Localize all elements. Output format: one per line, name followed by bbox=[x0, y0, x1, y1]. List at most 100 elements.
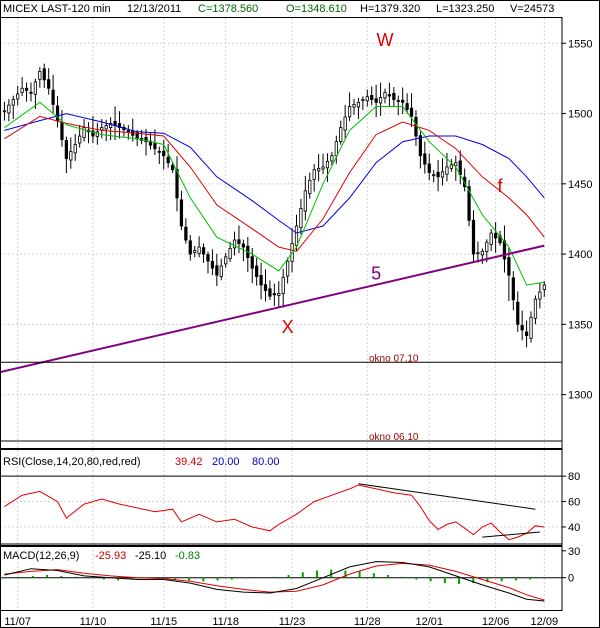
candle-body bbox=[440, 171, 445, 178]
candle-body bbox=[423, 153, 427, 165]
rsi-trendline bbox=[358, 483, 536, 510]
header-high: H=1379.320 bbox=[360, 3, 420, 15]
candle-body bbox=[170, 164, 175, 171]
candle-body bbox=[224, 256, 228, 265]
candle-body bbox=[405, 103, 409, 110]
candle-body bbox=[69, 151, 73, 161]
candle-body bbox=[232, 239, 237, 249]
candle-body bbox=[117, 123, 122, 129]
grid-layer bbox=[0, 18, 562, 610]
candle-body bbox=[303, 190, 307, 212]
candle-body bbox=[215, 265, 219, 276]
candle-body bbox=[210, 260, 215, 269]
candle-body bbox=[370, 94, 374, 100]
candle-body bbox=[175, 169, 179, 199]
macd-tick-label: 0 bbox=[568, 573, 574, 585]
candle-body bbox=[33, 81, 38, 95]
x-tick-label: 11/10 bbox=[80, 616, 107, 628]
candle-body bbox=[494, 232, 498, 239]
macd-panel bbox=[0, 561, 562, 602]
candle-body bbox=[480, 250, 484, 256]
candle-body bbox=[361, 99, 365, 101]
wave-trendline bbox=[0, 244, 545, 374]
candle-body bbox=[201, 247, 206, 255]
candle-body bbox=[286, 260, 290, 277]
header-date: 12/13/2011 bbox=[127, 3, 181, 15]
rsi-tick-label: 60 bbox=[568, 497, 580, 509]
candle-body bbox=[237, 239, 241, 244]
candle-body bbox=[507, 257, 511, 276]
candle-body bbox=[294, 225, 299, 246]
candle-body bbox=[20, 87, 24, 93]
macd-line bbox=[4, 561, 545, 602]
price-tick-label: 1450 bbox=[568, 179, 592, 191]
macd-tick-label: 30 bbox=[568, 546, 580, 558]
candle-body bbox=[16, 93, 20, 100]
candle-body bbox=[188, 240, 192, 255]
candle-body bbox=[51, 89, 55, 105]
panel-frame bbox=[0, 17, 563, 449]
candle-body bbox=[153, 143, 157, 150]
wave-label: X bbox=[282, 317, 294, 337]
x-tick-label: 12/06 bbox=[482, 616, 510, 628]
candle-body bbox=[339, 127, 343, 143]
x-tick-label: 11/23 bbox=[279, 616, 306, 628]
candle-body bbox=[471, 219, 476, 255]
header-open: O=1348.610 bbox=[286, 3, 347, 15]
candle-body bbox=[325, 160, 330, 169]
candle-body bbox=[330, 155, 334, 162]
candle-body bbox=[24, 87, 29, 91]
candle-body bbox=[449, 164, 453, 169]
candle-body bbox=[193, 250, 197, 253]
rsi-title: RSI(Close,14,20,80,red,red) bbox=[3, 456, 141, 468]
candle-body bbox=[47, 79, 51, 89]
candle-body bbox=[516, 301, 520, 325]
candle-body bbox=[277, 293, 281, 296]
header-symbol: MICEX LAST-120 min bbox=[3, 3, 111, 15]
candle-body bbox=[533, 298, 538, 319]
candle-body bbox=[538, 291, 542, 300]
rsi-low-level: 20.00 bbox=[212, 456, 240, 468]
candle-body bbox=[113, 120, 117, 126]
candle-body bbox=[312, 169, 316, 180]
rsi-trendline bbox=[482, 531, 540, 538]
candle-body bbox=[316, 167, 321, 172]
candle-body bbox=[374, 98, 378, 103]
candle-body bbox=[387, 94, 392, 97]
candle-body bbox=[524, 331, 529, 336]
candle-body bbox=[401, 99, 405, 103]
candle-body bbox=[272, 293, 276, 296]
candle-body bbox=[281, 276, 285, 294]
rsi-high-level: 80.00 bbox=[252, 456, 280, 468]
candle-body bbox=[100, 127, 104, 131]
candle-body bbox=[489, 232, 493, 245]
candle-body bbox=[64, 139, 68, 159]
candle-body bbox=[529, 316, 533, 339]
macd-signal-line bbox=[4, 562, 545, 601]
candle-body bbox=[78, 135, 82, 144]
macd-title: MACD(12,26,9) bbox=[3, 550, 79, 562]
candle-body bbox=[347, 106, 352, 118]
candle-body bbox=[511, 277, 515, 301]
candle-body bbox=[73, 144, 77, 154]
candle-body bbox=[228, 248, 232, 260]
ma-mid-line bbox=[4, 115, 545, 252]
candle-body bbox=[427, 163, 431, 173]
rsi-tick-label: 40 bbox=[568, 522, 580, 534]
candle-body bbox=[104, 125, 108, 130]
x-tick-label: 11/28 bbox=[354, 616, 381, 628]
candle-body bbox=[82, 127, 86, 138]
candle-body bbox=[259, 275, 263, 286]
candle-body bbox=[432, 174, 436, 177]
macd-signal: -25.10 bbox=[135, 550, 166, 562]
candle-body bbox=[396, 100, 400, 102]
macd-value: -25.93 bbox=[95, 550, 126, 562]
candle-body bbox=[299, 208, 303, 229]
candle-body bbox=[268, 288, 272, 297]
candle-body bbox=[11, 99, 15, 106]
candle-body bbox=[392, 92, 396, 100]
candle-body bbox=[42, 68, 46, 81]
candle-body bbox=[197, 246, 201, 254]
